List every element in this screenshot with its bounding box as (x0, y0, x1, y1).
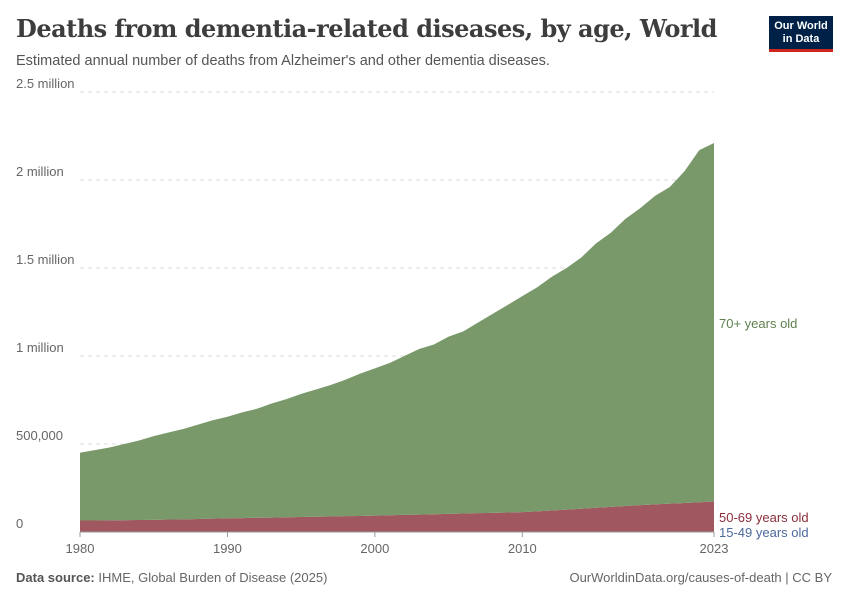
source-text: IHME, Global Burden of Disease (2025) (98, 570, 328, 585)
area-70-years-old (80, 143, 714, 521)
x-tick-label: 1990 (213, 541, 242, 556)
owid-logo[interactable]: Our World in Data (769, 16, 833, 52)
y-tick-label: 0 (16, 516, 23, 531)
gridlines: 0 500,000 1 million 1.5 million 2 million 2.5… (16, 76, 714, 531)
series-label: 50-69 years old (719, 510, 809, 525)
x-axis: 1980 1990 2000 2010 2023 (66, 531, 729, 556)
source-link[interactable]: OurWorldinData.org/causes-of-death | CC … (569, 570, 832, 585)
areas (80, 143, 714, 532)
source-label: Data source: (16, 570, 95, 585)
series-label: 70+ years old (719, 316, 797, 331)
y-tick-label: 500,000 (16, 428, 63, 443)
x-tick-label: 1980 (66, 541, 95, 556)
series-label: 15-49 years old (719, 525, 809, 540)
y-tick-label: 1.5 million (16, 252, 75, 267)
x-tick-label: 2010 (508, 541, 537, 556)
area-50-69-years-old (80, 501, 714, 532)
x-tick-label: 2023 (700, 541, 729, 556)
y-tick-label: 2.5 million (16, 76, 75, 91)
data-source: Data source: IHME, Global Burden of Dise… (16, 570, 327, 585)
x-tick-label: 2000 (360, 541, 389, 556)
chart-title: Deaths from dementia-related diseases, b… (16, 14, 717, 43)
y-tick-label: 1 million (16, 340, 64, 355)
chart-subtitle: Estimated annual number of deaths from A… (16, 53, 550, 69)
y-tick-label: 2 million (16, 164, 64, 179)
